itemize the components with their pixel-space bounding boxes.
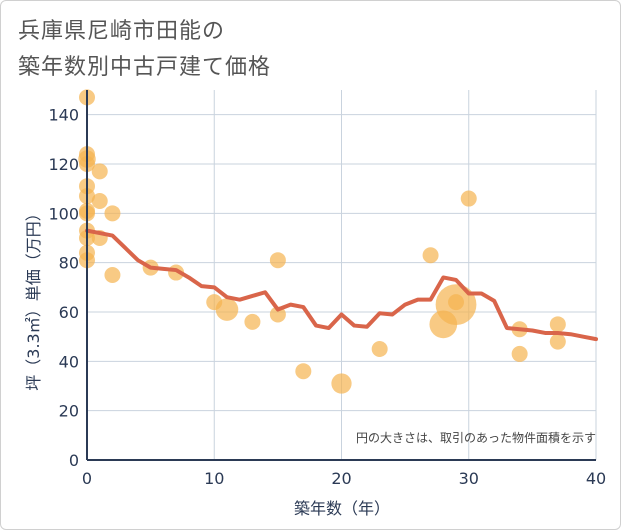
y-tick-label-40: 40 [59, 352, 79, 371]
x-tick-label-10: 10 [204, 469, 224, 488]
size-legend-note: 円の大きさは、取引のあった物件面積を示す [356, 430, 596, 445]
bubbles-layer [78, 89, 566, 394]
y-tick-label-20: 20 [59, 402, 79, 421]
tick-labels: 0 20 40 60 80 100 120 140 0 10 20 30 40 [48, 106, 606, 488]
trend-layer [85, 228, 598, 342]
trend-line [85, 228, 598, 342]
title-line-2: 築年数別中古戸建て価格 [18, 55, 272, 80]
y-tick-label-100: 100 [48, 204, 79, 223]
bubble-point-27 [422, 247, 439, 264]
bubble-point-23 [269, 306, 286, 323]
grid-lines [87, 90, 597, 460]
y-tick-label-60: 60 [59, 303, 79, 322]
bubble-point-22 [269, 252, 286, 269]
bubble-point-24 [295, 363, 312, 380]
y-axis-label: 坪（3.3㎡）単価（万円） [24, 205, 43, 390]
y-tick-label-0: 0 [69, 451, 79, 470]
bubble-point-16 [104, 267, 121, 283]
bubble-point-35 [549, 333, 566, 350]
title-line-1: 兵庫県尼崎市田能の [18, 19, 226, 44]
chart-title: 兵庫県尼崎市田能の 築年数別中古戸建て価格 [18, 14, 271, 86]
bubble-point-15 [104, 205, 121, 222]
bubble-point-21 [244, 313, 261, 330]
x-tick-label-0: 0 [82, 469, 92, 488]
x-tick-label-40: 40 [586, 469, 606, 488]
bubble-point-12 [91, 163, 108, 180]
y-tick-label-140: 140 [48, 106, 79, 125]
bubble-point-20 [215, 298, 239, 321]
bubble-point-31 [460, 190, 477, 207]
x-tick-label-20: 20 [331, 469, 351, 488]
bubble-point-34 [549, 316, 566, 333]
axes-layer [86, 90, 596, 461]
y-tick-label-120: 120 [48, 155, 79, 174]
bubble-point-33 [511, 345, 528, 362]
x-axis-label: 築年数（年） [294, 499, 390, 518]
bubble-point-25 [331, 373, 352, 394]
bubble-point-30 [448, 294, 465, 311]
y-tick-label-80: 80 [59, 254, 79, 273]
bubble-point-13 [91, 193, 108, 209]
x-tick-label-30: 30 [459, 469, 479, 488]
bubble-point-26 [371, 341, 388, 357]
